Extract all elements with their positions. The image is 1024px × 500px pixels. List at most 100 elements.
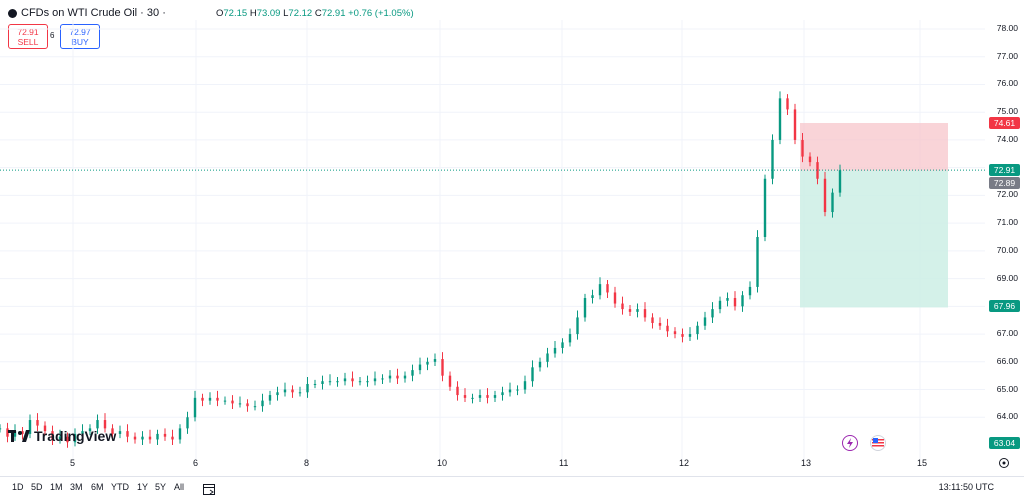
price-axis-label: 67.00 <box>996 328 1018 339</box>
candle-body <box>546 353 549 362</box>
candle-body <box>576 317 579 335</box>
candle-body <box>666 325 669 332</box>
candle-body <box>21 431 24 434</box>
sell-label: SELL <box>17 37 39 47</box>
range-button-1m[interactable]: 1M <box>50 482 63 492</box>
candle-body <box>276 392 279 396</box>
flash-icon[interactable] <box>842 435 858 451</box>
candle-body <box>0 428 2 430</box>
candle-body <box>516 389 519 391</box>
candle-body <box>81 431 84 434</box>
ohlc-readout: O72.15 H73.09 L72.12 C72.91 +0.76 (+1.05… <box>216 8 414 19</box>
candle-body <box>741 295 744 307</box>
price-chart[interactable] <box>0 20 985 460</box>
low-mark-tag: 63.04 <box>989 437 1020 449</box>
candle-body <box>696 325 699 335</box>
candle-body <box>163 433 167 437</box>
stop-tag: 74.61 <box>989 117 1020 129</box>
price-axis-label: 70.00 <box>996 244 1018 255</box>
candle-body <box>538 361 542 368</box>
candle-body <box>156 433 159 440</box>
candle-body <box>298 392 302 394</box>
candle-body <box>223 400 227 402</box>
candle-body <box>193 397 197 418</box>
open-label: O <box>216 8 224 19</box>
range-button-6m[interactable]: 6M <box>91 482 104 492</box>
candle-body <box>726 298 729 301</box>
time-axis-label: 5 <box>70 458 76 468</box>
candle-body <box>456 386 459 396</box>
candle-body <box>133 436 137 440</box>
candle-body <box>568 334 572 343</box>
candle-body <box>733 298 737 307</box>
candle-body <box>291 389 294 393</box>
candle-body <box>246 403 249 407</box>
low-value: 72.12 <box>288 8 313 19</box>
candle-body <box>328 381 332 383</box>
candle-body <box>763 178 767 237</box>
open-value: 72.15 <box>223 8 248 19</box>
candle-body <box>343 378 347 382</box>
sell-button[interactable]: 72.91 SELL <box>8 24 48 49</box>
price-axis-label: 71.00 <box>996 217 1018 228</box>
candle-body <box>313 383 317 385</box>
utc-clock[interactable]: 13:11:50 UTC <box>938 482 994 492</box>
candle-body <box>306 383 309 393</box>
candle-body <box>621 303 624 310</box>
time-axis-label: 13 <box>801 458 812 468</box>
candle-body <box>831 192 834 213</box>
range-button-3m[interactable]: 3M <box>70 482 83 492</box>
candle-body <box>471 397 474 399</box>
candle-body <box>396 375 399 379</box>
range-button-all[interactable]: All <box>174 482 185 492</box>
high-label: H <box>249 8 257 19</box>
candle-body <box>283 389 287 393</box>
settings-icon[interactable] <box>998 457 1010 469</box>
time-axis-label: 12 <box>679 458 690 468</box>
range-button-1d[interactable]: 1D <box>12 482 24 492</box>
candle-body <box>253 406 257 408</box>
symbol-legend[interactable]: CFDs on WTI Crude Oil · 30 · <box>8 7 166 19</box>
candle-body <box>591 295 594 299</box>
close-value: 72.91 <box>321 8 346 19</box>
candle-body <box>336 381 339 383</box>
candle-body <box>73 433 77 443</box>
candle-body <box>28 420 32 434</box>
sell-price: 72.91 <box>17 27 39 37</box>
price-axis-label: 76.00 <box>996 78 1018 89</box>
range-button-ytd[interactable]: YTD <box>111 482 129 492</box>
candles <box>0 91 842 448</box>
tradingview-logo[interactable]: TradingView <box>8 428 116 444</box>
range-button-5d[interactable]: 5D <box>31 482 43 492</box>
calendar-icon[interactable] <box>202 482 216 496</box>
candle-body <box>403 375 407 379</box>
candle-body <box>748 286 752 296</box>
candle-body <box>598 284 602 296</box>
logo-text: TradingView <box>34 428 117 444</box>
time-axis-label: 15 <box>917 458 928 468</box>
range-button-1y[interactable]: 1Y <box>137 482 149 492</box>
candle-body <box>673 331 677 335</box>
candle-body <box>688 334 692 337</box>
us-flag-icon[interactable] <box>870 435 886 451</box>
candle-body <box>501 392 504 396</box>
close-label: C <box>314 8 322 19</box>
candle-body <box>486 395 489 398</box>
buy-button[interactable]: 72.97 BUY <box>60 24 100 49</box>
candle-body <box>718 300 722 310</box>
price-axis-label: 75.00 <box>996 106 1018 117</box>
entry-tag: 72.89 <box>989 177 1020 189</box>
candle-body <box>66 436 69 443</box>
candle-body <box>88 428 92 432</box>
change-value: +0.76 (+1.05%) <box>348 8 414 19</box>
candle-body <box>216 397 219 401</box>
candle-body <box>433 359 437 362</box>
candle-body <box>381 378 384 380</box>
candle-body <box>816 162 819 179</box>
candle-body <box>523 381 527 390</box>
range-button-5y[interactable]: 5Y <box>155 482 167 492</box>
candle-body <box>823 178 827 213</box>
candle-body <box>756 237 759 287</box>
time-axis-label: 6 <box>193 458 199 468</box>
candle-body <box>268 395 272 401</box>
